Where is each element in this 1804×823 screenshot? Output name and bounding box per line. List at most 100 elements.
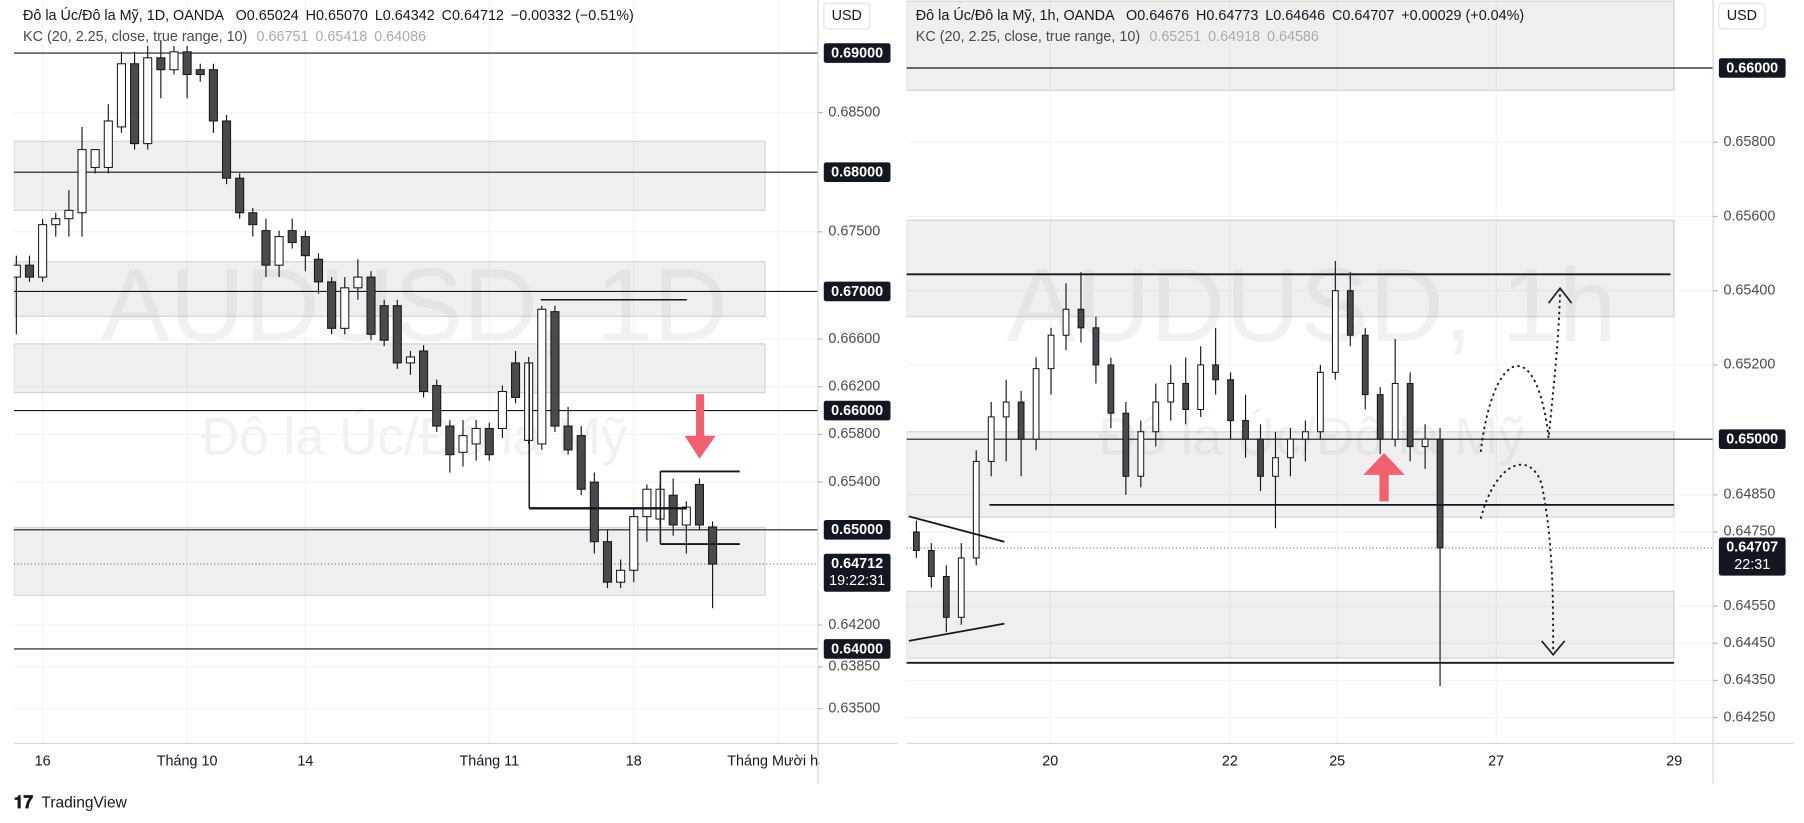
last-price-box [823, 553, 891, 592]
level-label-box [823, 639, 891, 659]
candle-body [1077, 308, 1085, 329]
x-tick-label: 25 [1329, 754, 1345, 770]
y-tick-label: 0.65800 [1723, 134, 1775, 150]
indicator-value: 0.65418 [315, 29, 367, 45]
level-label: 0.69000 [831, 45, 883, 61]
candle-body [642, 488, 652, 518]
candle-body [235, 177, 245, 214]
candle-body [300, 236, 310, 257]
currency: USD [1727, 8, 1757, 24]
ohlc-value: L0.64342 [375, 8, 435, 24]
y-tick-label: 0.64750 [1723, 524, 1775, 540]
candle-body [340, 287, 350, 329]
indicator-legend: KC (20, 2.25, close, true range, 10) 0.66… [23, 29, 426, 45]
x-tick-label: Tháng 11 [459, 754, 519, 770]
candle-body [13, 264, 21, 278]
candle-body [471, 427, 481, 445]
candle-body [182, 51, 192, 76]
candle-body [1421, 438, 1429, 448]
candle-body [353, 276, 363, 289]
y-tick-label: 0.64250 [1723, 709, 1775, 725]
candle-body [1406, 382, 1414, 448]
y-tick-label: 0.65800 [828, 426, 880, 442]
candle-body [392, 305, 402, 364]
arrow-down [684, 435, 716, 459]
y-tick-label: 0.64350 [1723, 672, 1775, 688]
indicator-value: 0.64918 [1208, 29, 1260, 45]
candle-body [248, 212, 258, 226]
y-tick-label: 0.64550 [1723, 598, 1775, 614]
last-price-label: 0.64707 [1726, 540, 1778, 556]
logo-mark: 𝟏𝟕 [14, 792, 34, 812]
level-label: 0.65000 [1726, 432, 1778, 448]
candle-body [497, 390, 507, 429]
arrow-down [696, 394, 705, 439]
y-tick-label: 0.68500 [828, 104, 880, 120]
candle-body [602, 541, 613, 583]
candle-body [912, 531, 920, 552]
candle-body [130, 63, 140, 145]
countdown: 22:31 [1734, 557, 1770, 573]
symbol-legend: Đô la Úc/Đô la Mỹ, 1h, OANDA O0.64676 H0.6… [916, 7, 1524, 24]
candle-body [64, 209, 74, 220]
candle-body [1032, 368, 1040, 440]
logo: 𝟏𝟕 TradingView [14, 792, 128, 812]
y-tick-label: 0.66600 [828, 331, 880, 347]
level-label-box [1718, 58, 1786, 78]
candle-body [1182, 382, 1190, 410]
ohlc-value: O0.65024 [236, 8, 299, 24]
candle-body [143, 57, 153, 145]
watermark: AUDUSD, 1D [101, 247, 728, 363]
ohlc-value: −0.00332 (−0.51%) [511, 8, 634, 24]
candle-body [957, 557, 965, 618]
legend: Đô la Úc/Đô la Mỹ, 1D, OANDA O0.65024 H0.6… [23, 7, 1524, 45]
x-tick-label: 18 [626, 754, 642, 770]
y-tick-label: 0.66200 [828, 379, 880, 395]
arrow-up [1363, 452, 1405, 475]
candle-body [550, 311, 560, 427]
candle-body [313, 258, 324, 283]
currency-box [823, 2, 871, 30]
candle-body [1376, 394, 1384, 440]
candle-body [708, 526, 718, 565]
candle-body [1017, 401, 1025, 440]
last-price-box [1718, 537, 1786, 576]
y-tick-label: 0.64200 [828, 617, 880, 633]
projection-path [1479, 290, 1562, 452]
level-label: 0.64000 [831, 641, 883, 657]
candle-body [261, 230, 271, 266]
drawings [528, 273, 1674, 664]
candle-body [419, 350, 429, 393]
candle-body [510, 362, 521, 398]
candle-body [1092, 327, 1100, 366]
indicator-value: 0.64086 [374, 29, 426, 45]
candle-body [156, 57, 166, 71]
watermark-subtitle: Đô la Úc/Đô la Mỹ [1098, 407, 1525, 466]
level-label: 0.66000 [831, 403, 883, 419]
candle-body [537, 308, 547, 445]
candle-body [1002, 401, 1010, 418]
ohlc-value: L0.64646 [1265, 8, 1325, 24]
countdown: 19:22:31 [829, 573, 885, 589]
price-axis: USD 0.65800 0.65600 0.65400 0.65200 0.64850 0.… [906, 0, 1795, 784]
trend-line [908, 622, 1005, 642]
y-tick-label: 0.64450 [1723, 635, 1775, 651]
level-label-box [823, 43, 891, 63]
candle-body [1272, 457, 1279, 477]
zone [13, 140, 766, 211]
indicator-name: KC (20, 2.25, close, true range, 10) [916, 29, 1140, 45]
level-label-box [823, 162, 891, 183]
candle-body [195, 69, 205, 76]
y-tick-label: 0.65200 [1723, 357, 1775, 373]
candle-body [274, 236, 284, 266]
candle-body [1062, 308, 1070, 336]
watermark: AUDUSD, 1h [1007, 247, 1617, 363]
x-tick-label: 29 [1666, 754, 1682, 770]
candle-body [987, 416, 995, 462]
x-tick-label: Tháng Mười hai [727, 754, 829, 770]
candle-body [1227, 379, 1234, 422]
candle-body [51, 218, 61, 226]
level-label-box [1718, 429, 1786, 449]
